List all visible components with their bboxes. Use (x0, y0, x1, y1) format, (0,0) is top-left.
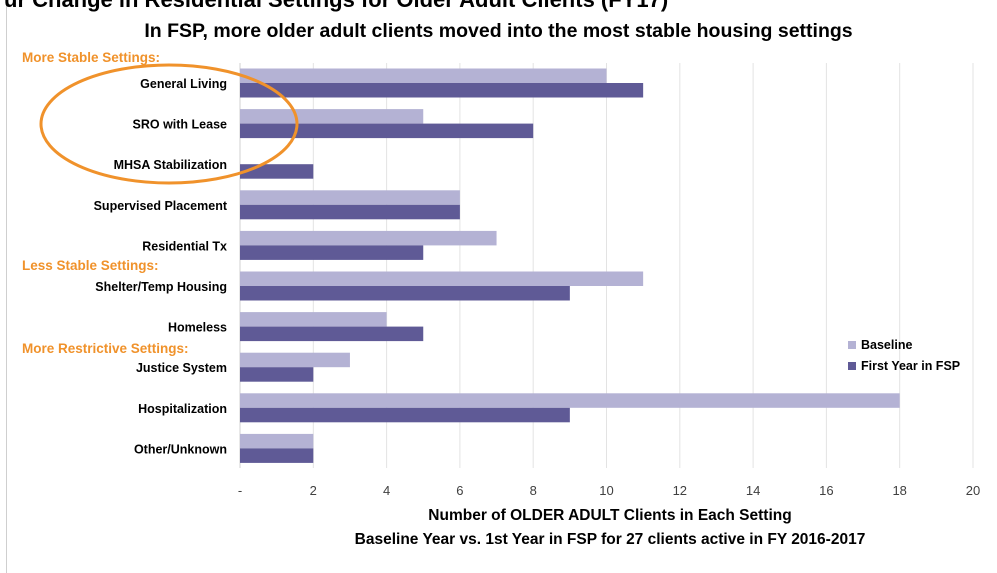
x-tick-label: 12 (673, 483, 687, 498)
bar-first-year (240, 245, 424, 260)
legend-item-first-year: First Year in FSP (848, 359, 960, 373)
bar-first-year (240, 326, 424, 342)
category-label: Homeless (168, 321, 227, 335)
bar-baseline (240, 433, 314, 449)
x-tick-label: 6 (456, 483, 463, 498)
bar-baseline (240, 393, 900, 408)
category-label: SRO with Lease (133, 118, 228, 132)
bar-first-year (240, 407, 570, 423)
bar-first-year (240, 204, 460, 220)
chart-frame (6, 0, 992, 573)
legend-swatch-first-year (848, 362, 856, 370)
x-axis-subtitle: Baseline Year vs. 1st Year in FSP for 27… (354, 531, 866, 548)
category-label: General Living (140, 77, 227, 91)
x-tick-label: 14 (746, 483, 760, 498)
section-label-more-restrictive: More Restrictive Settings: (22, 341, 189, 356)
legend-swatch-baseline (848, 341, 856, 349)
bar-baseline (240, 271, 644, 286)
legend-item-baseline: Baseline (848, 338, 960, 352)
bar-first-year (240, 367, 314, 382)
section-label-more-stable: More Stable Settings: (22, 50, 161, 65)
bar-first-year (240, 83, 644, 98)
bar-baseline (240, 68, 607, 83)
bar-first-year (240, 286, 570, 301)
x-tick-label: 8 (530, 483, 537, 498)
bar-baseline (240, 230, 497, 246)
highlight-ellipse (39, 63, 299, 185)
x-axis-label: Number of OLDER ADULT Clients in Each Se… (428, 507, 792, 524)
x-tick-label: - (238, 483, 242, 498)
category-label: MHSA Stabilization (114, 158, 227, 172)
category-label: Supervised Placement (94, 199, 228, 213)
bar-baseline (240, 352, 350, 368)
legend-label-baseline: Baseline (861, 338, 913, 352)
cropped-page-title: ur Change in Residential Settings for Ol… (0, 0, 997, 13)
bar-baseline (240, 109, 424, 124)
chart-legend: Baseline First Year in FSP (848, 338, 960, 380)
x-tick-label: 4 (383, 483, 390, 498)
x-tick-label: 2 (310, 483, 317, 498)
x-tick-label: 18 (892, 483, 906, 498)
category-label: Shelter/Temp Housing (95, 280, 227, 294)
bar-first-year (240, 123, 534, 139)
section-label-less-stable: Less Stable Settings: (22, 258, 159, 273)
x-tick-label: 16 (819, 483, 833, 498)
category-label: Hospitalization (138, 402, 227, 416)
x-tick-label: 20 (966, 483, 980, 498)
category-label: Justice System (136, 361, 227, 375)
legend-label-first-year: First Year in FSP (861, 359, 961, 373)
category-label: Other/Unknown (134, 442, 227, 456)
x-tick-label: 10 (599, 483, 613, 498)
bar-first-year (240, 448, 314, 463)
category-label: Residential Tx (142, 239, 227, 253)
bar-baseline (240, 190, 460, 205)
chart-title: In FSP, more older adult clients moved i… (144, 20, 853, 42)
bar-baseline (240, 312, 387, 327)
bar-first-year (240, 164, 314, 179)
